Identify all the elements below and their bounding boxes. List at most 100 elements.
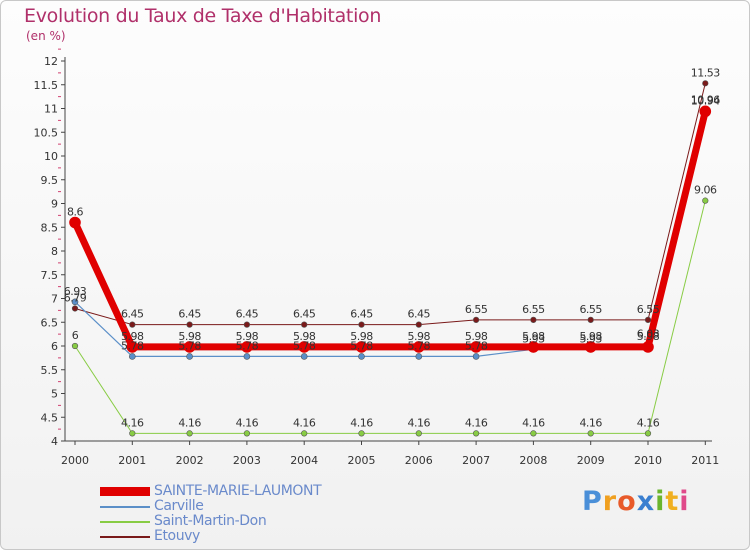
data-label: 9.06 — [694, 184, 717, 197]
data-label: 5.78 — [236, 339, 259, 352]
data-point — [355, 341, 368, 353]
data-label: 6.45 — [121, 308, 144, 321]
y-tick-label: 5.5 — [41, 364, 59, 377]
data-label: 4.16 — [293, 416, 316, 429]
chart-title: Evolution du Taux de Taxe d'Habitation — [24, 5, 382, 27]
data-label: 5.78 — [465, 339, 488, 352]
data-point — [71, 342, 79, 350]
data-label: 4.16 — [522, 416, 545, 429]
data-label: 10.96 — [691, 93, 720, 106]
data-point — [129, 353, 136, 360]
series-line — [71, 110, 709, 351]
data-point — [530, 430, 537, 437]
data-label: 4.16 — [465, 416, 488, 429]
logo-letter: r — [602, 486, 618, 517]
x-tick-label: 2008 — [519, 454, 547, 467]
data-label: 5.93 — [579, 332, 602, 345]
y-unit-label: (en %) — [26, 29, 66, 43]
data-label: 6.55 — [522, 303, 545, 316]
legend-swatch — [100, 487, 150, 496]
x-tick-label: 2002 — [176, 454, 204, 467]
data-point — [473, 430, 480, 437]
y-tick-label: 4.5 — [41, 411, 59, 424]
data-label: 5.78 — [350, 339, 373, 352]
data-label: 5.78 — [121, 339, 144, 352]
data-label: 6.55 — [579, 303, 602, 316]
data-label: 4.16 — [350, 416, 373, 429]
legend-swatch — [100, 521, 150, 523]
y-tick-label: 5 — [51, 388, 58, 401]
x-tick-label: 2009 — [577, 454, 605, 467]
y-tick-label: 10.5 — [34, 126, 59, 139]
data-label: 6.45 — [293, 308, 316, 321]
series-line — [74, 200, 706, 434]
logo-letter: o — [617, 486, 637, 517]
proxiti-logo: Proxiti — [582, 486, 690, 517]
data-label: 5.98 — [178, 330, 201, 343]
y-tick-label: 6 — [51, 340, 58, 353]
data-label: 6.45 — [178, 308, 201, 321]
logo-letter: i — [655, 486, 666, 517]
data-point — [702, 80, 709, 87]
data-label: 6.93 — [64, 285, 87, 298]
data-label: 4.16 — [408, 416, 431, 429]
data-point — [473, 316, 480, 323]
data-label: 6.55 — [637, 303, 660, 316]
logo-letter: t — [665, 486, 680, 517]
y-tick-label: 7.5 — [41, 269, 59, 282]
x-tick-label: 2010 — [634, 454, 662, 467]
legend-label: Etouvy — [154, 528, 200, 544]
data-point — [358, 430, 365, 437]
data-point — [642, 341, 654, 353]
data-point — [126, 341, 139, 353]
y-tick-label: 8.5 — [41, 221, 59, 234]
data-label: 5.98 — [350, 330, 373, 343]
data-label: 5.98 — [465, 330, 488, 343]
data-label: 5.98 — [293, 330, 316, 343]
legend-label: Saint-Martin-Don — [154, 513, 267, 529]
data-point — [243, 321, 250, 328]
data-label: 5.78 — [408, 339, 431, 352]
data-label: 5.98 — [579, 330, 602, 343]
data-point — [71, 305, 79, 312]
data-label: 6.79 — [64, 291, 87, 304]
data-label: 4.16 — [121, 416, 144, 429]
x-tick-label: 2005 — [348, 454, 376, 467]
data-label: 6.45 — [350, 308, 373, 321]
data-label: 4.16 — [637, 416, 660, 429]
data-label: 10.94 — [691, 94, 720, 107]
data-label: 4.16 — [579, 416, 602, 429]
data-label: 4.16 — [236, 416, 259, 429]
data-label: 5.98 — [637, 330, 660, 343]
data-point — [183, 341, 196, 353]
data-label: 5.78 — [293, 339, 316, 352]
data-point — [69, 216, 81, 229]
legend-item-carville: Carville — [100, 498, 360, 514]
y-tick-label: 9.5 — [41, 174, 59, 187]
y-tick-label: 10 — [44, 150, 58, 163]
data-point — [71, 298, 79, 306]
logo-letter: P — [582, 486, 603, 517]
data-label: 4.16 — [178, 416, 201, 429]
data-point — [301, 430, 308, 437]
data-label: 5.98 — [408, 330, 431, 343]
legend: SAINTE-MARIE-LAUMONT Carville Saint-Mart… — [100, 483, 360, 544]
data-label: 6.03 — [637, 328, 660, 341]
data-point — [129, 321, 136, 328]
data-label: 6.55 — [465, 303, 488, 316]
y-tick-label: 12 — [44, 55, 58, 68]
logo-letter: i — [679, 486, 690, 517]
data-point — [300, 353, 308, 360]
data-point — [243, 430, 250, 437]
x-tick-label: 2007 — [462, 454, 490, 467]
data-label: 5.98 — [236, 330, 259, 343]
data-point — [415, 430, 422, 437]
data-point — [241, 341, 253, 353]
data-point — [358, 321, 365, 328]
data-point — [415, 321, 422, 328]
y-tick-label: 6.5 — [41, 316, 59, 329]
data-point — [472, 353, 480, 360]
legend-swatch — [100, 506, 150, 508]
data-point — [301, 321, 308, 328]
data-point — [412, 341, 425, 353]
